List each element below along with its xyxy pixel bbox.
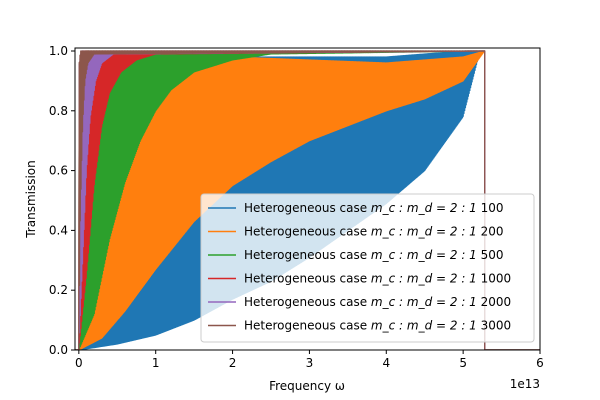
x-tick-label: 1 xyxy=(152,356,160,370)
x-tick-label: 2 xyxy=(229,356,237,370)
series-line-200 xyxy=(75,50,540,350)
y-tick-label: 0.2 xyxy=(49,283,68,297)
x-tick-label: 5 xyxy=(459,356,467,370)
y-tick-label: 0.4 xyxy=(49,223,68,237)
legend-box xyxy=(200,193,535,343)
y-axis: 0.0 0.2 0.4 0.6 0.8 1.0 xyxy=(49,44,75,357)
legend-entry: Heterogeneous case m_c : m_d = 2 : 1 200… xyxy=(244,295,511,309)
x-tick-label: 0 xyxy=(75,356,83,370)
legend-entry: Heterogeneous case m_c : m_d = 2 : 1 200 xyxy=(244,225,504,239)
x-tick-label: 3 xyxy=(306,356,314,370)
axes-frame xyxy=(74,47,541,351)
legend-entry: Heterogeneous case m_c : m_d = 2 : 1 500 xyxy=(244,248,504,262)
legend-entry: Heterogeneous case m_c : m_d = 2 : 1 100… xyxy=(244,272,511,286)
legend-entry: Heterogeneous case m_c : m_d = 2 : 1 100 xyxy=(244,201,504,215)
legend: Heterogeneous case m_c : m_d = 2 : 1 100… xyxy=(200,193,535,343)
y-axis-label: Transmission xyxy=(24,160,38,239)
x-axis-label: Frequency ω xyxy=(269,379,345,393)
series-line-3000 xyxy=(75,50,540,350)
plot-area xyxy=(75,50,540,350)
y-tick-label: 1.0 xyxy=(49,44,68,58)
legend-entry: Heterogeneous case m_c : m_d = 2 : 1 300… xyxy=(244,319,511,333)
x-offset-label: 1e13 xyxy=(510,377,540,391)
y-tick-label: 0.8 xyxy=(49,104,68,118)
y-tick-label: 0.0 xyxy=(49,343,68,357)
x-axis: 0 1 2 3 4 5 6 xyxy=(75,350,544,370)
y-tick-label: 0.6 xyxy=(49,164,68,178)
x-tick-label: 4 xyxy=(382,356,390,370)
x-tick-label: 6 xyxy=(536,356,544,370)
